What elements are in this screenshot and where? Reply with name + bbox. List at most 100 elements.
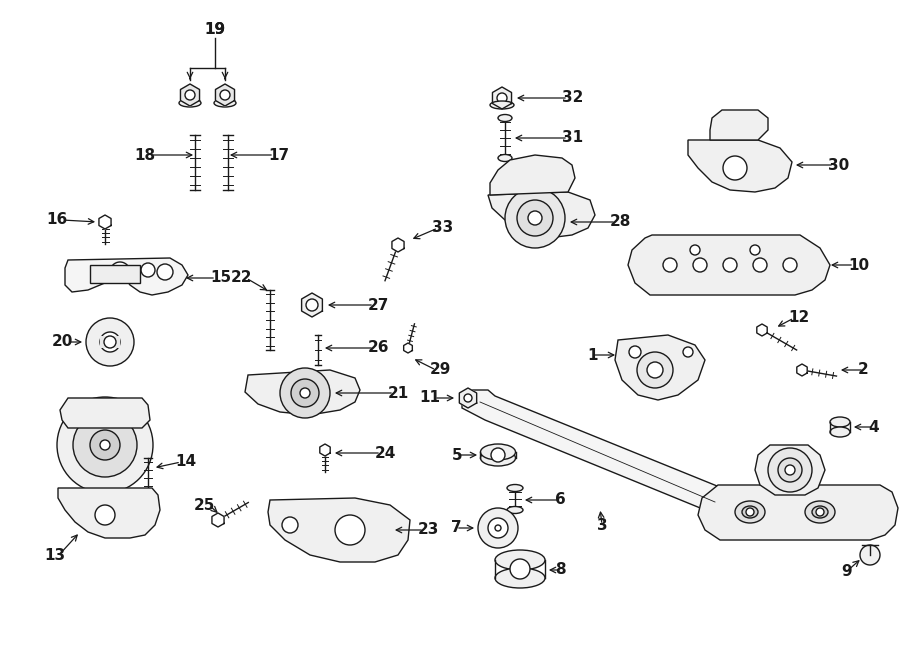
Circle shape: [90, 430, 120, 460]
Text: 17: 17: [268, 147, 289, 163]
Circle shape: [816, 508, 824, 516]
Circle shape: [73, 413, 137, 477]
Circle shape: [663, 258, 677, 272]
Circle shape: [57, 397, 153, 493]
Text: 20: 20: [51, 334, 73, 350]
Circle shape: [785, 465, 795, 475]
Circle shape: [723, 258, 737, 272]
Polygon shape: [490, 155, 575, 195]
Circle shape: [690, 245, 700, 255]
Ellipse shape: [481, 444, 516, 460]
Circle shape: [517, 200, 553, 236]
Polygon shape: [58, 488, 160, 538]
Circle shape: [100, 440, 110, 450]
Circle shape: [629, 346, 641, 358]
Circle shape: [683, 347, 693, 357]
Circle shape: [746, 508, 754, 516]
Polygon shape: [181, 84, 200, 106]
Circle shape: [464, 394, 472, 402]
Circle shape: [637, 352, 673, 388]
Text: 8: 8: [555, 563, 565, 578]
Circle shape: [100, 332, 120, 352]
Polygon shape: [755, 445, 825, 495]
Polygon shape: [268, 498, 410, 562]
Polygon shape: [757, 324, 767, 336]
Polygon shape: [99, 215, 111, 229]
Circle shape: [505, 188, 565, 248]
Circle shape: [185, 90, 195, 100]
Circle shape: [478, 508, 518, 548]
Text: 15: 15: [210, 270, 231, 286]
Ellipse shape: [830, 427, 850, 437]
Ellipse shape: [735, 501, 765, 523]
Ellipse shape: [214, 99, 236, 107]
Text: 9: 9: [842, 564, 852, 580]
Ellipse shape: [830, 417, 850, 427]
Text: 4: 4: [868, 420, 878, 434]
Text: 29: 29: [430, 362, 452, 377]
Circle shape: [104, 336, 116, 348]
Text: 14: 14: [175, 455, 196, 469]
Ellipse shape: [495, 568, 545, 588]
Text: 18: 18: [134, 147, 155, 163]
Text: 6: 6: [555, 492, 566, 508]
Polygon shape: [60, 398, 150, 428]
Polygon shape: [320, 444, 330, 456]
Circle shape: [110, 262, 130, 282]
Circle shape: [495, 525, 501, 531]
Ellipse shape: [495, 550, 545, 570]
Circle shape: [86, 318, 134, 366]
Polygon shape: [615, 335, 705, 400]
Circle shape: [306, 299, 318, 311]
Circle shape: [750, 245, 760, 255]
Circle shape: [157, 264, 173, 280]
Text: 25: 25: [194, 498, 215, 512]
Ellipse shape: [490, 101, 514, 109]
Text: 19: 19: [204, 22, 226, 38]
Text: 28: 28: [610, 215, 632, 229]
Text: 5: 5: [452, 447, 462, 463]
Circle shape: [282, 517, 298, 533]
Text: 26: 26: [368, 340, 390, 356]
Text: 24: 24: [375, 446, 396, 461]
Text: 27: 27: [368, 297, 390, 313]
Ellipse shape: [481, 450, 516, 466]
Ellipse shape: [498, 155, 512, 161]
Circle shape: [280, 368, 330, 418]
Circle shape: [220, 90, 230, 100]
Polygon shape: [245, 370, 360, 415]
Text: 13: 13: [44, 547, 65, 563]
Text: 16: 16: [47, 212, 68, 227]
Text: 23: 23: [418, 522, 439, 537]
Bar: [90, 265, 140, 283]
Ellipse shape: [812, 506, 828, 518]
Circle shape: [488, 518, 508, 538]
Polygon shape: [628, 235, 830, 295]
Text: 7: 7: [452, 520, 462, 535]
Polygon shape: [404, 343, 412, 353]
Circle shape: [491, 448, 505, 462]
Text: 30: 30: [828, 157, 850, 173]
Polygon shape: [698, 485, 898, 540]
Polygon shape: [488, 192, 595, 238]
Text: 21: 21: [388, 385, 410, 401]
Polygon shape: [688, 140, 792, 192]
Circle shape: [528, 211, 542, 225]
Polygon shape: [710, 110, 768, 140]
Circle shape: [497, 93, 507, 103]
Bar: [100, 336, 120, 348]
Circle shape: [693, 258, 707, 272]
Text: 22: 22: [230, 270, 252, 286]
Circle shape: [647, 362, 663, 378]
Ellipse shape: [507, 485, 523, 492]
Ellipse shape: [742, 506, 758, 518]
Ellipse shape: [498, 114, 512, 122]
Circle shape: [510, 559, 530, 579]
Text: 19: 19: [204, 22, 226, 38]
Text: 12: 12: [788, 311, 809, 325]
Polygon shape: [215, 84, 235, 106]
Ellipse shape: [507, 506, 523, 514]
Circle shape: [723, 156, 747, 180]
Polygon shape: [65, 258, 188, 295]
Circle shape: [291, 379, 319, 407]
